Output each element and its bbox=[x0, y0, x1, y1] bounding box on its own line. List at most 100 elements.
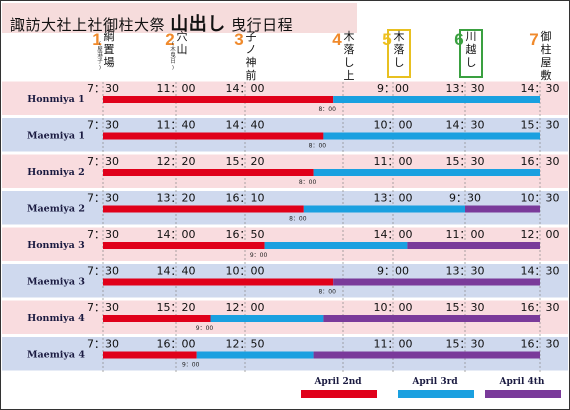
station-number: 1 bbox=[92, 30, 101, 49]
overnight-time-label: 8：00 bbox=[299, 179, 317, 186]
time-label: 15：30 bbox=[446, 338, 485, 351]
time-label: 13：30 bbox=[446, 265, 485, 278]
time-label: 15：30 bbox=[521, 119, 560, 132]
station-name-char: 綱 bbox=[104, 29, 115, 43]
bar-segment bbox=[103, 278, 334, 286]
time-label: 10：00 bbox=[374, 119, 413, 132]
time-label: 11：00 bbox=[374, 155, 413, 168]
time-label: 15：30 bbox=[446, 155, 485, 168]
station-name-char: 上 bbox=[344, 69, 355, 82]
station-name-char: 置 bbox=[104, 43, 115, 56]
station-number: 7 bbox=[529, 30, 538, 49]
time-label: 7：30 bbox=[87, 155, 119, 168]
time-label: 7：30 bbox=[87, 82, 119, 95]
station-name-char: 子 bbox=[246, 30, 257, 43]
station-box bbox=[459, 29, 483, 78]
title-emphasis: 山出し bbox=[170, 14, 226, 35]
time-label: 16：30 bbox=[521, 338, 560, 351]
station-name-char: 神 bbox=[246, 55, 257, 69]
bar-segment bbox=[196, 351, 314, 359]
row-label: Honmiya 1 bbox=[27, 94, 84, 105]
time-label: 11：00 bbox=[157, 82, 196, 95]
time-label: 14：00 bbox=[226, 82, 265, 95]
time-label: 14：30 bbox=[521, 265, 560, 278]
row-label: Maemiya 2 bbox=[27, 204, 85, 215]
time-label: 11：40 bbox=[157, 119, 196, 132]
bar-segment bbox=[103, 132, 324, 140]
time-label: 14：00 bbox=[157, 228, 196, 241]
bar-segment bbox=[323, 315, 540, 322]
legend-label: April 3rd bbox=[411, 377, 458, 387]
time-label: 13：00 bbox=[374, 192, 413, 205]
overnight-time-label: 8：00 bbox=[289, 216, 307, 223]
station-subtext-char: ( bbox=[99, 41, 101, 47]
bar-segment bbox=[264, 242, 408, 249]
time-label: 9：00 bbox=[377, 82, 409, 95]
overnight-time-label: 8：00 bbox=[318, 106, 336, 113]
station-subtext-char: 港 bbox=[97, 51, 103, 59]
time-label: 16：10 bbox=[226, 192, 265, 205]
bar-segment bbox=[103, 315, 211, 322]
station-name-char: し bbox=[394, 56, 405, 69]
station-name-char: 穴 bbox=[177, 29, 188, 43]
time-label: 7：30 bbox=[87, 338, 119, 351]
time-label: 15：20 bbox=[226, 155, 265, 168]
station-number: 4 bbox=[332, 30, 342, 49]
station-name-char: 川 bbox=[466, 30, 477, 43]
title-suffix: 曳行日程 bbox=[231, 16, 294, 34]
time-label: 12：50 bbox=[226, 338, 265, 351]
station-name-char: 落 bbox=[394, 43, 405, 56]
station-subtext-char: 曳 bbox=[170, 52, 176, 59]
row-label: Maemiya 1 bbox=[27, 131, 85, 142]
bar-segment bbox=[103, 96, 334, 103]
title-banner: 諏訪大社上社御柱大祭 山出し 曳行日程 bbox=[2, 3, 357, 36]
bar-segment bbox=[303, 205, 465, 213]
station-name-char: 柱 bbox=[541, 42, 552, 56]
time-label: 7：30 bbox=[87, 301, 119, 314]
station-number: 3 bbox=[234, 30, 243, 49]
time-label: 16：30 bbox=[521, 301, 560, 314]
station-box bbox=[387, 29, 411, 78]
overnight-time-label: 8：00 bbox=[309, 143, 327, 150]
bar-segment bbox=[333, 278, 540, 286]
time-label: 14：30 bbox=[446, 119, 485, 132]
time-label: 13：20 bbox=[157, 192, 196, 205]
bar-segment bbox=[103, 169, 314, 176]
legend-swatch bbox=[301, 390, 377, 398]
station-subtext-char: ) bbox=[99, 65, 101, 71]
station-name-char: 木 bbox=[344, 30, 355, 43]
time-label: 15：20 bbox=[157, 301, 196, 314]
station-name-char: し bbox=[344, 56, 355, 69]
bar-segment bbox=[103, 242, 265, 249]
page-title: 諏訪大社上社御柱大祭 山出し 曳行日程 bbox=[10, 10, 293, 36]
legend-swatch bbox=[485, 390, 561, 398]
time-label: 7：30 bbox=[87, 228, 119, 241]
station-name-char: 山 bbox=[177, 43, 188, 56]
overnight-time-label: 9：00 bbox=[196, 325, 214, 332]
bar-segment bbox=[465, 205, 540, 213]
time-label: 11：00 bbox=[374, 338, 413, 351]
station-name-char: 場 bbox=[104, 56, 115, 69]
bar-segment bbox=[103, 205, 304, 213]
time-label: 12：00 bbox=[521, 228, 560, 241]
time-label: 10：00 bbox=[374, 301, 413, 314]
time-label: 15：30 bbox=[446, 301, 485, 314]
legend-label: April 2nd bbox=[313, 377, 362, 387]
time-label: 9：30 bbox=[449, 192, 481, 205]
station-subtext-char: 屋 bbox=[97, 46, 103, 53]
station-subtext-char: ) bbox=[172, 65, 174, 71]
station-name-char: し bbox=[466, 56, 477, 69]
station-subtext-char: 木 bbox=[170, 45, 176, 53]
time-label: 7：30 bbox=[87, 119, 119, 132]
overnight-time-label: 9：00 bbox=[182, 362, 200, 369]
bar-segment bbox=[333, 96, 540, 103]
station-name-char: 敷 bbox=[541, 68, 552, 82]
time-label: 12：00 bbox=[226, 301, 265, 314]
title-prefix: 諏訪大社上社御柱大祭 bbox=[10, 16, 166, 34]
station-name-char: ノ bbox=[246, 43, 257, 56]
time-label: 7：30 bbox=[87, 265, 119, 278]
row-label: Maemiya 3 bbox=[27, 277, 85, 288]
time-label: 9：00 bbox=[377, 265, 409, 278]
